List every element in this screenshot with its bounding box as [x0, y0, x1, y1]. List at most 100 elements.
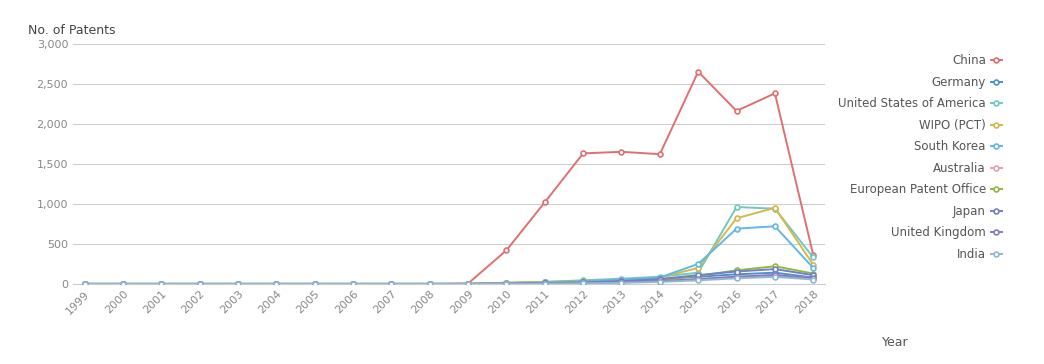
India	[692, 278, 705, 282]
Australia	[615, 280, 627, 284]
European Patent Office	[539, 281, 551, 285]
Japan	[385, 282, 398, 286]
Line: China: China	[82, 69, 815, 286]
United Kingdom	[500, 281, 513, 286]
Japan	[155, 282, 167, 286]
European Patent Office	[654, 278, 666, 282]
India	[308, 282, 321, 286]
WIPO (PCT)	[692, 266, 705, 270]
China	[692, 70, 705, 74]
European Patent Office	[78, 282, 91, 286]
United States of America	[78, 282, 91, 286]
South Korea	[78, 282, 91, 286]
South Korea	[577, 279, 590, 283]
United States of America	[232, 282, 244, 286]
Japan	[654, 277, 666, 281]
Australia	[385, 282, 398, 286]
Australia	[692, 277, 705, 281]
Japan	[117, 282, 129, 286]
China	[539, 200, 551, 205]
India	[424, 282, 436, 286]
United States of America	[270, 282, 283, 286]
South Korea	[270, 282, 283, 286]
Germany	[424, 282, 436, 286]
European Patent Office	[500, 281, 513, 286]
Germany	[270, 282, 283, 286]
China	[385, 282, 398, 286]
Line: South Korea: South Korea	[82, 224, 815, 286]
Australia	[461, 282, 474, 286]
India	[270, 282, 283, 286]
United States of America	[347, 282, 359, 286]
Legend: China, Germany, United States of America, WIPO (PCT), South Korea, Australia, Eu: China, Germany, United States of America…	[838, 54, 1002, 261]
United Kingdom	[424, 282, 436, 286]
Germany	[461, 282, 474, 286]
Germany	[807, 275, 820, 280]
Japan	[193, 282, 206, 286]
South Korea	[768, 224, 781, 229]
WIPO (PCT)	[193, 282, 206, 286]
India	[731, 276, 743, 281]
China	[654, 152, 666, 157]
WIPO (PCT)	[539, 280, 551, 284]
South Korea	[615, 277, 627, 282]
United States of America	[731, 205, 743, 209]
European Patent Office	[692, 274, 705, 278]
United States of America	[117, 282, 129, 286]
Australia	[78, 282, 91, 286]
European Patent Office	[461, 282, 474, 286]
United Kingdom	[692, 277, 705, 281]
Japan	[539, 281, 551, 285]
WIPO (PCT)	[577, 278, 590, 283]
European Patent Office	[117, 282, 129, 286]
United Kingdom	[807, 276, 820, 281]
European Patent Office	[270, 282, 283, 286]
United Kingdom	[117, 282, 129, 286]
South Korea	[424, 282, 436, 286]
United States of America	[654, 274, 666, 279]
European Patent Office	[155, 282, 167, 286]
Australia	[155, 282, 167, 286]
Germany	[78, 282, 91, 286]
Germany	[385, 282, 398, 286]
China	[768, 91, 781, 95]
WIPO (PCT)	[270, 282, 283, 286]
European Patent Office	[577, 280, 590, 285]
United States of America	[424, 282, 436, 286]
Australia	[539, 281, 551, 285]
Line: Japan: Japan	[82, 267, 815, 286]
China	[193, 282, 206, 286]
South Korea	[461, 282, 474, 286]
India	[347, 282, 359, 286]
India	[385, 282, 398, 286]
Japan	[807, 273, 820, 277]
WIPO (PCT)	[615, 277, 627, 282]
United States of America	[193, 282, 206, 286]
India	[577, 281, 590, 285]
South Korea	[654, 275, 666, 280]
India	[193, 282, 206, 286]
China	[308, 282, 321, 286]
European Patent Office	[731, 268, 743, 273]
Australia	[654, 279, 666, 283]
Line: European Patent Office: European Patent Office	[82, 264, 815, 286]
India	[155, 282, 167, 286]
United Kingdom	[768, 273, 781, 277]
European Patent Office	[193, 282, 206, 286]
Line: Australia: Australia	[82, 273, 815, 286]
WIPO (PCT)	[424, 282, 436, 286]
Germany	[193, 282, 206, 286]
United States of America	[615, 277, 627, 281]
Japan	[692, 273, 705, 277]
South Korea	[155, 282, 167, 286]
South Korea	[807, 266, 820, 270]
China	[424, 282, 436, 286]
WIPO (PCT)	[232, 282, 244, 286]
United Kingdom	[347, 282, 359, 286]
Germany	[232, 282, 244, 286]
China	[461, 281, 474, 286]
Japan	[308, 282, 321, 286]
United States of America	[539, 280, 551, 284]
United Kingdom	[577, 281, 590, 285]
India	[768, 275, 781, 279]
